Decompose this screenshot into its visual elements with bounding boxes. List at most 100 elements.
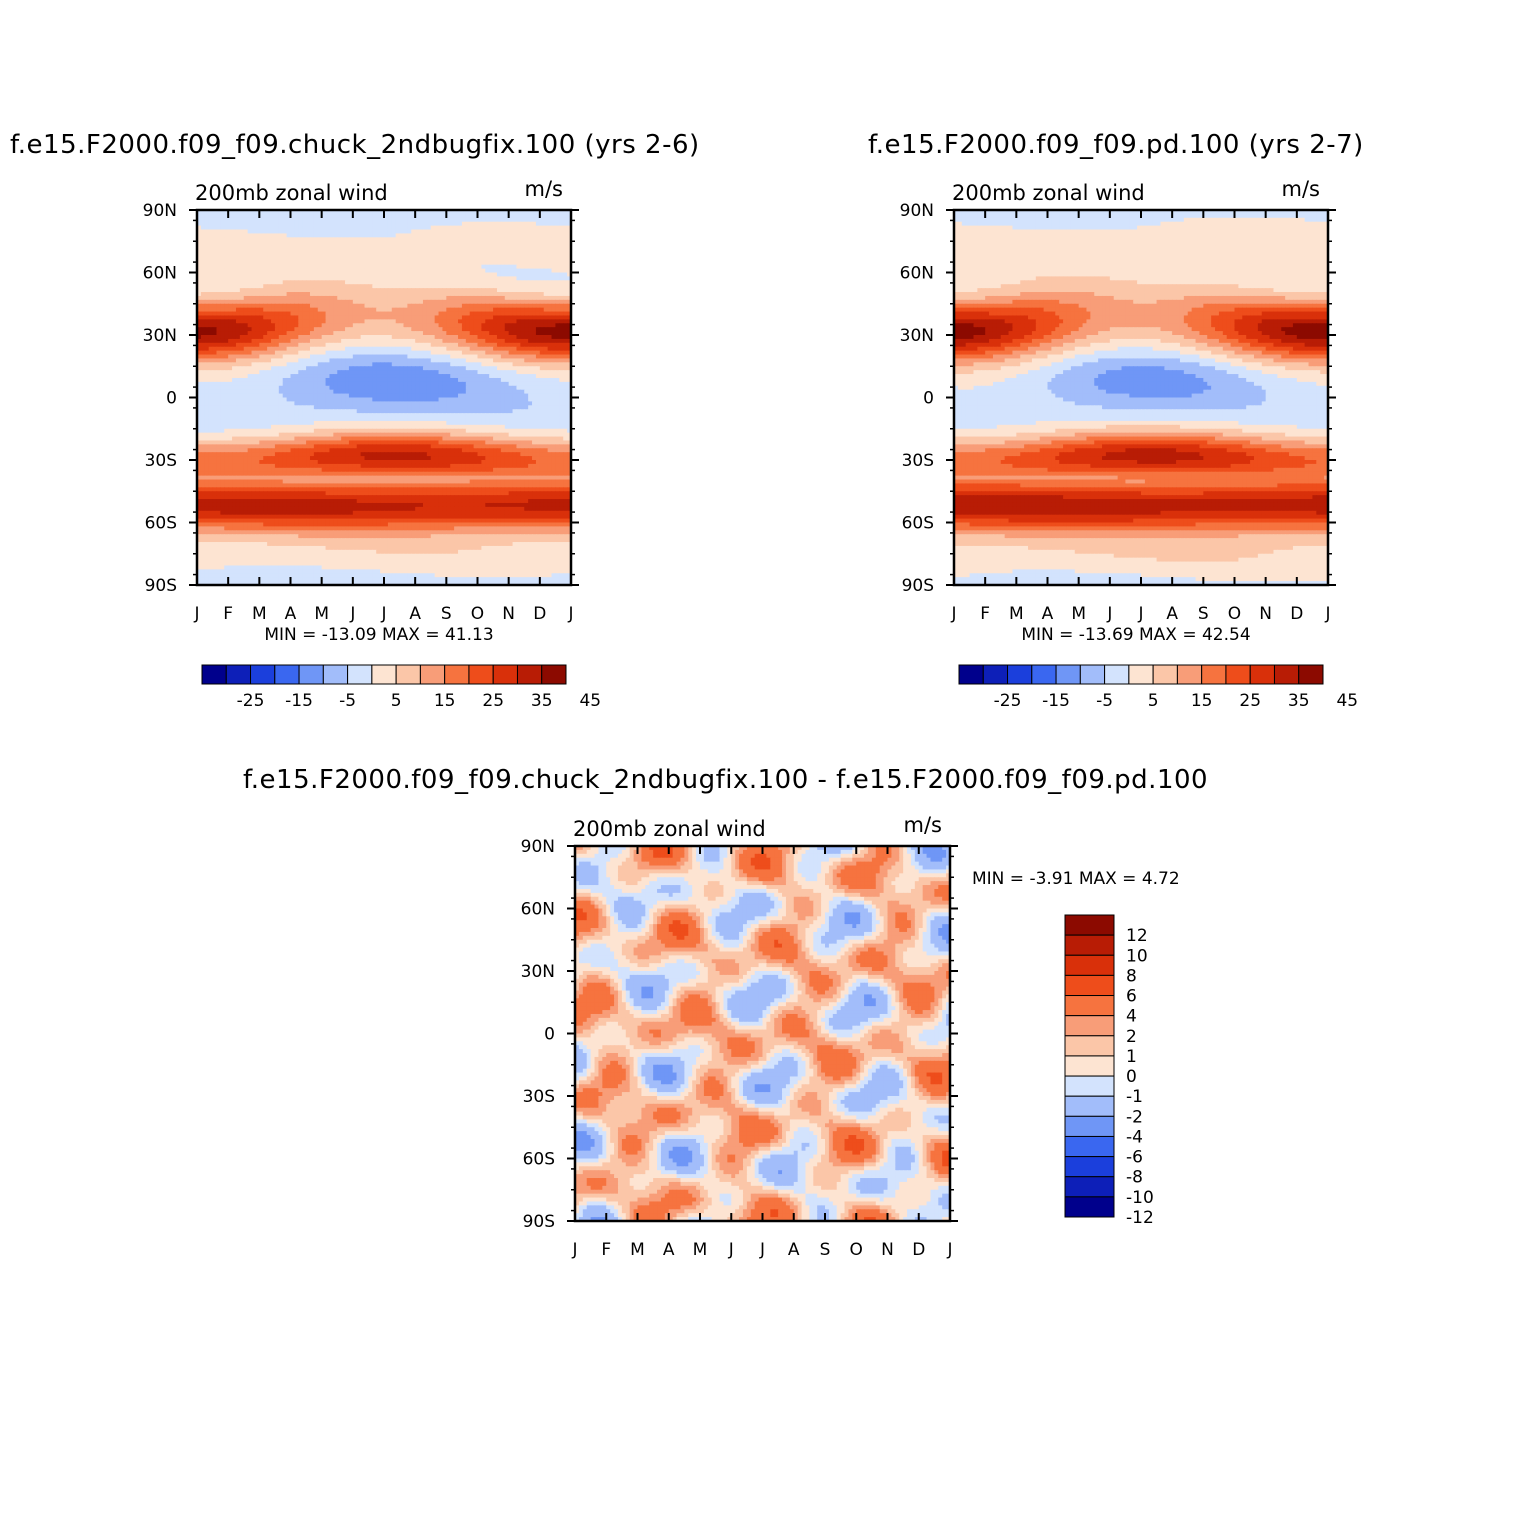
field-cell [391, 229, 397, 235]
field-cell [524, 377, 529, 383]
field-cell [438, 237, 444, 242]
field-cell [228, 217, 233, 223]
field-cell [454, 366, 459, 371]
field-cell [376, 377, 381, 383]
field-cell [267, 284, 272, 289]
field-cell [469, 331, 475, 336]
field-cell [419, 342, 424, 348]
field-cell [282, 358, 288, 363]
field-cell [446, 276, 451, 281]
field-cell [356, 366, 362, 371]
field-cell [520, 268, 525, 274]
field-cell [516, 295, 521, 301]
field-cell [278, 264, 284, 270]
field-cell [399, 233, 405, 238]
field-cell [446, 389, 451, 395]
field-cell [465, 362, 471, 367]
field-cell [356, 295, 362, 301]
field-cell [559, 307, 564, 313]
field-cell [504, 256, 510, 262]
field-cell [461, 405, 467, 410]
field-cell [290, 292, 295, 297]
field-cell [224, 268, 229, 274]
field-cell [442, 249, 447, 254]
field-cell [243, 307, 249, 313]
field-cell [539, 311, 545, 317]
field-cell [380, 377, 385, 383]
field-cell [255, 260, 260, 266]
field-cell [337, 331, 342, 336]
field-cell [415, 370, 420, 375]
field-cell [337, 295, 342, 301]
field-cell [555, 272, 560, 278]
field-cell [228, 366, 233, 371]
field-cell [376, 268, 381, 274]
field-cell [212, 229, 218, 235]
field-cell [567, 217, 572, 223]
field-cell [516, 358, 521, 363]
field-cell [220, 252, 225, 258]
field-cell [442, 362, 447, 367]
field-cell [516, 225, 521, 231]
field-cell [551, 346, 557, 352]
field-cell [290, 245, 295, 250]
field-cell [251, 409, 257, 414]
field-cell [547, 237, 553, 242]
field-cell [267, 401, 272, 406]
field-cell [348, 389, 354, 395]
field-cell [274, 237, 280, 242]
field-cell [469, 252, 475, 258]
field-cell [274, 280, 280, 285]
field-cell [387, 280, 393, 285]
field-cell [313, 288, 319, 293]
field-cell [387, 299, 393, 305]
field-cell [243, 366, 249, 371]
field-cell [220, 210, 225, 215]
field-cell [333, 241, 338, 246]
field-cell [500, 303, 506, 309]
field-cell [407, 342, 412, 348]
field-cell [434, 342, 440, 348]
field-cell [551, 241, 557, 246]
field-cell [508, 354, 514, 360]
field-cell [247, 346, 253, 352]
field-cell [360, 311, 366, 317]
field-cell [337, 249, 342, 254]
field-cell [309, 358, 315, 363]
field-cell [563, 362, 568, 367]
field-cell [446, 288, 451, 293]
field-cell [251, 346, 257, 352]
field-cell [555, 225, 560, 231]
field-cell [337, 311, 342, 317]
field-cell [313, 338, 319, 344]
field-cell [325, 323, 331, 328]
field-cell [450, 327, 455, 332]
field-cell [298, 221, 303, 227]
field-cell [306, 292, 311, 297]
field-cell [348, 327, 354, 332]
field-cell [532, 346, 537, 352]
field-cell [469, 303, 475, 309]
field-cell [415, 210, 420, 215]
field-cell [489, 303, 494, 309]
field-cell [555, 311, 560, 317]
field-cell [290, 268, 295, 274]
field-cell [469, 401, 475, 406]
field-cell [399, 335, 405, 340]
field-cell [333, 319, 338, 324]
field-cell [493, 370, 498, 375]
field-cell [528, 299, 533, 305]
field-cell [333, 366, 338, 371]
field-cell [329, 292, 334, 297]
field-cell [512, 249, 518, 254]
field-cell [306, 280, 311, 285]
field-cell [481, 354, 486, 360]
field-cell [430, 389, 436, 395]
field-cell [461, 303, 467, 309]
field-cell [559, 233, 564, 238]
field-cell [528, 385, 533, 391]
field-cell [539, 245, 545, 250]
field-cell [489, 241, 494, 246]
field-cell [337, 389, 342, 395]
field-cell [352, 409, 358, 414]
